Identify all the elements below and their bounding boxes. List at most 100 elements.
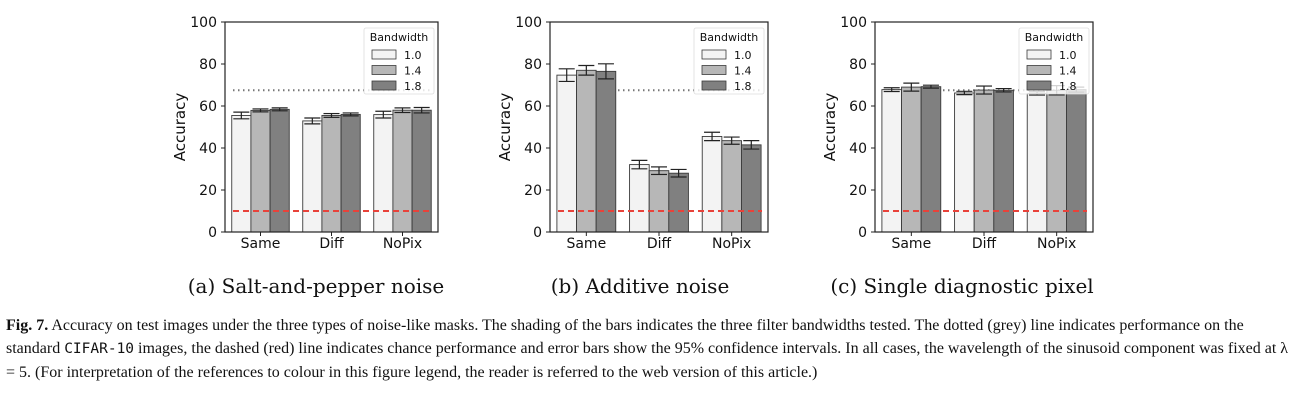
- panel-caption-c: (c) Single diagnostic pixel: [830, 274, 1094, 298]
- panel-caption-a: (a) Salt-and-pepper noise: [187, 274, 445, 298]
- error-bar: [578, 64, 595, 76]
- legend-box: [693, 27, 765, 95]
- bar-same-bw-1_0: [231, 114, 252, 233]
- bar-nopix-bw-1_4: [392, 109, 413, 233]
- legend-box: [363, 27, 435, 95]
- y-tick-label: 80: [199, 57, 217, 73]
- y-tick-label: 0: [858, 225, 867, 241]
- legend-swatch-1_0: [701, 49, 727, 60]
- bar-same-bw-1_4: [250, 109, 271, 233]
- legend-label-1_8: 1.8: [1059, 80, 1077, 93]
- legend-swatch-1_4: [701, 65, 727, 75]
- error-bar: [597, 63, 614, 80]
- bar-diff-bw-1_8: [340, 113, 361, 233]
- legend: Bandwidth 1.0 1.4 1.8: [693, 27, 765, 95]
- legend-title: Bandwidth: [700, 31, 759, 44]
- caption-dataset-name: CIFAR-10: [64, 341, 135, 357]
- error-bar: [558, 68, 575, 83]
- figure-label: Fig. 7.: [6, 317, 49, 334]
- bar-diff-bw-1_4: [648, 170, 670, 233]
- y-tick-label: 100: [515, 15, 542, 31]
- x-tick-label-same: Same: [891, 236, 931, 252]
- error-bar: [271, 107, 288, 112]
- bar-nopix-bw-1_0: [701, 135, 723, 233]
- bar-diff-bw-1_0: [629, 164, 650, 233]
- legend-swatch-1_4: [1026, 65, 1052, 75]
- y-tick-label: 80: [524, 57, 542, 73]
- y-tick-label: 40: [849, 141, 867, 157]
- y-tick-label: 40: [199, 141, 217, 157]
- bar-nopix-bw-1_8: [741, 144, 762, 233]
- error-bar: [922, 84, 939, 89]
- error-bar: [304, 117, 321, 125]
- x-tick-label-nopix: NoPix: [383, 236, 422, 252]
- y-tick-label: 40: [524, 141, 542, 157]
- legend-label-1_4: 1.4: [404, 65, 422, 78]
- y-tick-label: 100: [190, 15, 217, 31]
- error-bar: [323, 112, 340, 118]
- error-bar: [956, 90, 973, 96]
- legend-box: [1018, 27, 1090, 95]
- caption-text-part2: images, the dashed (red) line indicates …: [6, 340, 1289, 381]
- legend: Bandwidth 1.0 1.4 1.8: [1018, 27, 1090, 95]
- legend-label-1_8: 1.8: [734, 80, 752, 93]
- chart-panel-3: 0 20 40 60 80 100 Same Diff NoPix Accuracy Bandwid…: [821, 15, 1094, 252]
- y-tick-label: 80: [849, 57, 867, 73]
- legend-label-1_0: 1.0: [1059, 49, 1077, 62]
- legend-swatch-1_8: [701, 80, 727, 91]
- bar-nopix-bw-1_4: [721, 140, 742, 233]
- error-bar: [723, 136, 740, 145]
- caption-text-part1: Accuracy on test images under the three …: [6, 317, 1244, 357]
- chart-panel-2: 0 20 40 60 80 100 Same Diff NoPix Accuracy Bandwid…: [496, 15, 769, 252]
- error-bar: [883, 87, 900, 93]
- x-tick-label-same: Same: [241, 236, 281, 252]
- y-tick-label: 0: [533, 225, 542, 241]
- legend-swatch-1_0: [371, 49, 397, 60]
- legend: Bandwidth 1.0 1.4 1.8: [363, 27, 435, 95]
- error-bar: [342, 112, 359, 117]
- error-bar: [670, 168, 687, 178]
- legend-swatch-1_8: [371, 80, 397, 91]
- bar-same-bw-1_8: [595, 70, 617, 233]
- legend-title: Bandwidth: [1025, 31, 1084, 44]
- error-bar: [743, 140, 760, 150]
- error-bar: [631, 159, 648, 170]
- legend-label-1_8: 1.8: [404, 80, 422, 93]
- legend-label-1_0: 1.0: [734, 49, 752, 62]
- error-bar: [375, 110, 392, 119]
- error-bar: [233, 111, 250, 120]
- charts-area: 0 20 40 60 80 100 Same Diff NoPix Accuracy Bandwid…: [171, 15, 1094, 252]
- bar-diff-bw-1_4: [321, 114, 342, 233]
- y-tick-label: 100: [840, 15, 867, 31]
- error-bar: [704, 131, 721, 142]
- y-tick-label: 60: [849, 99, 867, 115]
- error-bar: [995, 87, 1012, 93]
- legend-label-1_4: 1.4: [734, 65, 752, 78]
- y-axis-label: Accuracy: [821, 93, 839, 162]
- x-tick-label-diff: Diff: [647, 236, 672, 252]
- error-bar: [413, 106, 430, 114]
- legend-label-1_0: 1.0: [404, 49, 422, 62]
- error-bar: [651, 166, 667, 176]
- bar-diff-bw-1_8: [668, 172, 689, 233]
- error-bar: [903, 82, 920, 92]
- bar-nopix-bw-1_0: [373, 114, 394, 233]
- error-bar: [252, 108, 269, 113]
- x-tick-label-same: Same: [566, 236, 606, 252]
- y-axis-label: Accuracy: [496, 93, 514, 162]
- legend-title: Bandwidth: [370, 31, 429, 44]
- error-bar: [394, 107, 411, 114]
- y-axis-label: Accuracy: [171, 93, 189, 162]
- chart-panel-1: 0 20 40 60 80 100 Same Diff NoPix Accuracy Bandwid…: [171, 15, 439, 252]
- y-tick-label: 20: [199, 183, 217, 199]
- bar-same-bw-1_0: [556, 74, 577, 233]
- y-tick-label: 0: [208, 225, 217, 241]
- x-tick-label-nopix: NoPix: [712, 236, 751, 252]
- legend-swatch-1_0: [1026, 49, 1052, 60]
- legend-label-1_4: 1.4: [1059, 65, 1077, 78]
- bar-diff-bw-1_0: [302, 120, 323, 233]
- legend-swatch-1_8: [1026, 80, 1052, 91]
- x-tick-label-nopix: NoPix: [1037, 236, 1076, 252]
- y-tick-label: 20: [849, 183, 867, 199]
- legend-swatch-1_4: [371, 65, 397, 75]
